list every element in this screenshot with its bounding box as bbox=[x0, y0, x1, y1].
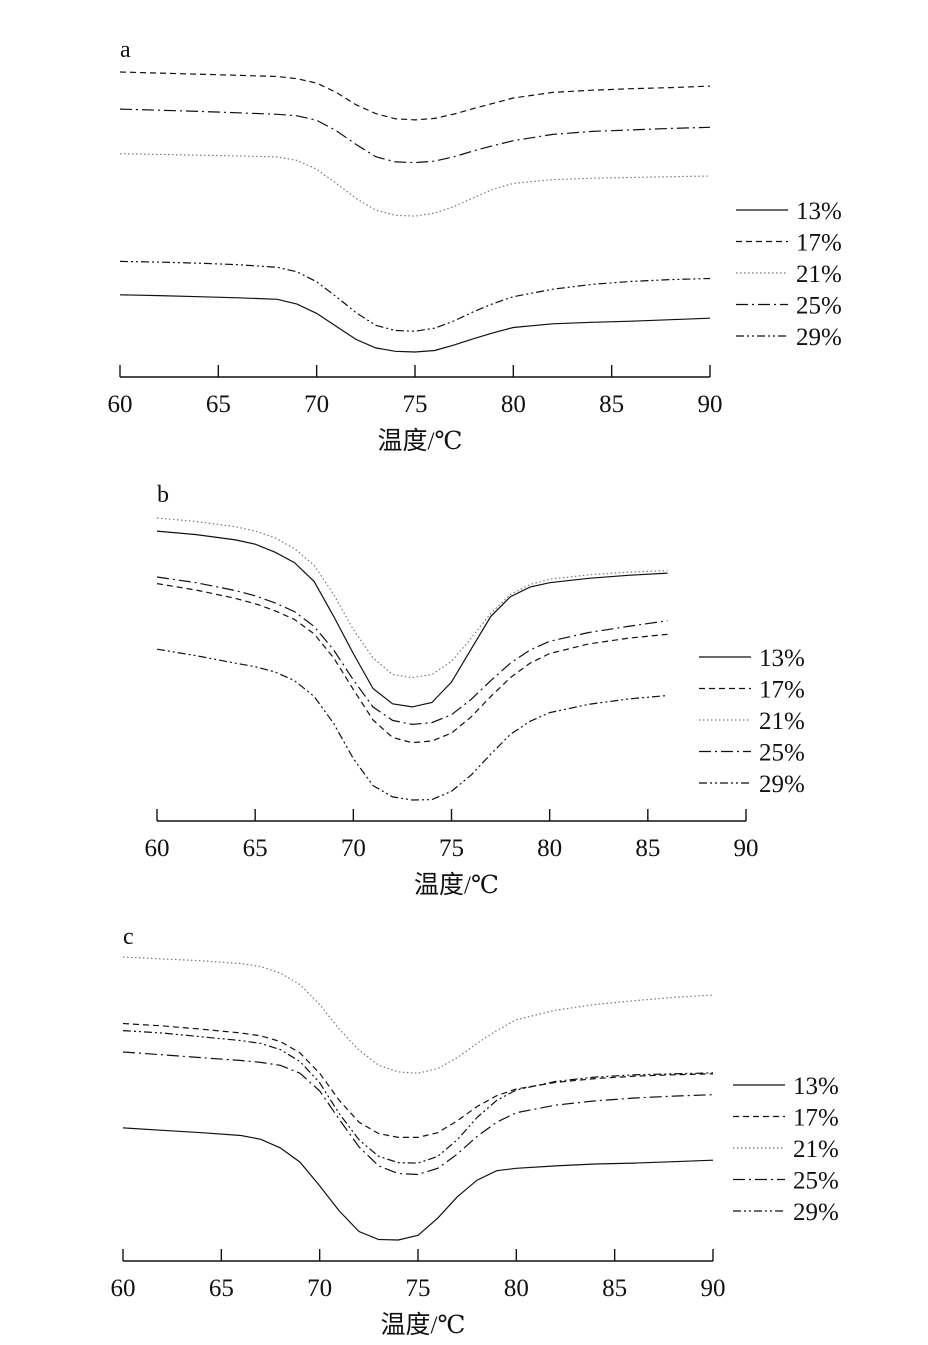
x-tick-label: 90 bbox=[701, 1275, 726, 1302]
legend-label: 13% bbox=[759, 645, 805, 672]
x-tick-label: 90 bbox=[734, 835, 759, 862]
series-line-25pct bbox=[156, 576, 668, 726]
panel-b: b 60 65 70 75 80 85 90 温度/℃ 13% 17% 21% 25% 29% bbox=[145, 482, 805, 899]
series-line-25pct bbox=[122, 1051, 714, 1176]
legend: 13% 17% 21% 25% 29% bbox=[699, 645, 805, 798]
x-tick-label: 75 bbox=[406, 1275, 431, 1302]
legend-label: 29% bbox=[759, 771, 805, 798]
legend-label: 29% bbox=[793, 1199, 839, 1226]
x-tick-label: 60 bbox=[111, 1275, 136, 1302]
x-tick-label: 85 bbox=[599, 391, 624, 418]
legend-label: 17% bbox=[796, 230, 842, 257]
x-tick-label: 80 bbox=[501, 391, 526, 418]
panel-label: c bbox=[123, 924, 134, 950]
x-tick-label: 80 bbox=[537, 835, 562, 862]
legend-label: 29% bbox=[796, 324, 842, 351]
legend-label: 17% bbox=[793, 1105, 839, 1132]
legend-label: 17% bbox=[759, 677, 805, 704]
series-line-17pct bbox=[122, 1022, 714, 1138]
legend-label: 21% bbox=[796, 261, 842, 288]
x-tick-label: 90 bbox=[698, 391, 723, 418]
x-tick-label: 75 bbox=[403, 391, 428, 418]
legend-label: 25% bbox=[759, 740, 805, 767]
legend-label: 21% bbox=[793, 1136, 839, 1163]
x-tick-label: 70 bbox=[307, 1275, 332, 1302]
x-tick-label: 85 bbox=[635, 835, 660, 862]
x-tick-label: 70 bbox=[341, 835, 366, 862]
panel-label: b bbox=[157, 482, 169, 508]
series-line-29pct bbox=[156, 648, 668, 801]
series-line-21pct bbox=[119, 153, 711, 217]
series-line-17pct bbox=[119, 71, 711, 121]
panel-label: a bbox=[120, 37, 131, 63]
x-tick-label: 60 bbox=[145, 835, 170, 862]
legend-label: 13% bbox=[793, 1073, 839, 1100]
x-axis-title: 温度/℃ bbox=[414, 871, 499, 899]
legend-label: 25% bbox=[796, 293, 842, 320]
panel-c: c 60 65 70 75 80 85 90 温度/℃ 13% 17% 21% 25% 29% bbox=[111, 924, 839, 1339]
series-line-13pct bbox=[122, 1127, 714, 1241]
legend: 13% 17% 21% 25% 29% bbox=[733, 1073, 839, 1226]
x-tick-label: 60 bbox=[108, 391, 133, 418]
series-line-21pct bbox=[156, 517, 668, 679]
x-tick-label: 85 bbox=[602, 1275, 627, 1302]
series-line-21pct bbox=[122, 956, 714, 1074]
x-tick-label: 65 bbox=[209, 1275, 234, 1302]
series-line-13pct bbox=[156, 530, 668, 708]
series-line-29pct bbox=[119, 260, 711, 332]
legend-label: 21% bbox=[759, 708, 805, 735]
x-axis-title: 温度/℃ bbox=[378, 427, 463, 455]
x-tick-label: 75 bbox=[439, 835, 464, 862]
panel-a: a 60 65 70 75 80 85 90 温度/℃ 13% 17% 21% 25% 29% bbox=[108, 37, 842, 455]
legend-label: 13% bbox=[796, 198, 842, 225]
x-tick-label: 65 bbox=[206, 391, 231, 418]
series-line-17pct bbox=[156, 583, 668, 744]
series-line-25pct bbox=[119, 108, 711, 164]
x-tick-label: 80 bbox=[504, 1275, 529, 1302]
x-axis-title: 温度/℃ bbox=[381, 1311, 466, 1339]
legend-label: 25% bbox=[793, 1168, 839, 1195]
legend: 13% 17% 21% 25% 29% bbox=[736, 198, 842, 351]
x-tick-label: 65 bbox=[243, 835, 268, 862]
x-tick-label: 70 bbox=[304, 391, 329, 418]
series-line-29pct bbox=[122, 1030, 714, 1164]
series-line-13pct bbox=[119, 294, 711, 353]
